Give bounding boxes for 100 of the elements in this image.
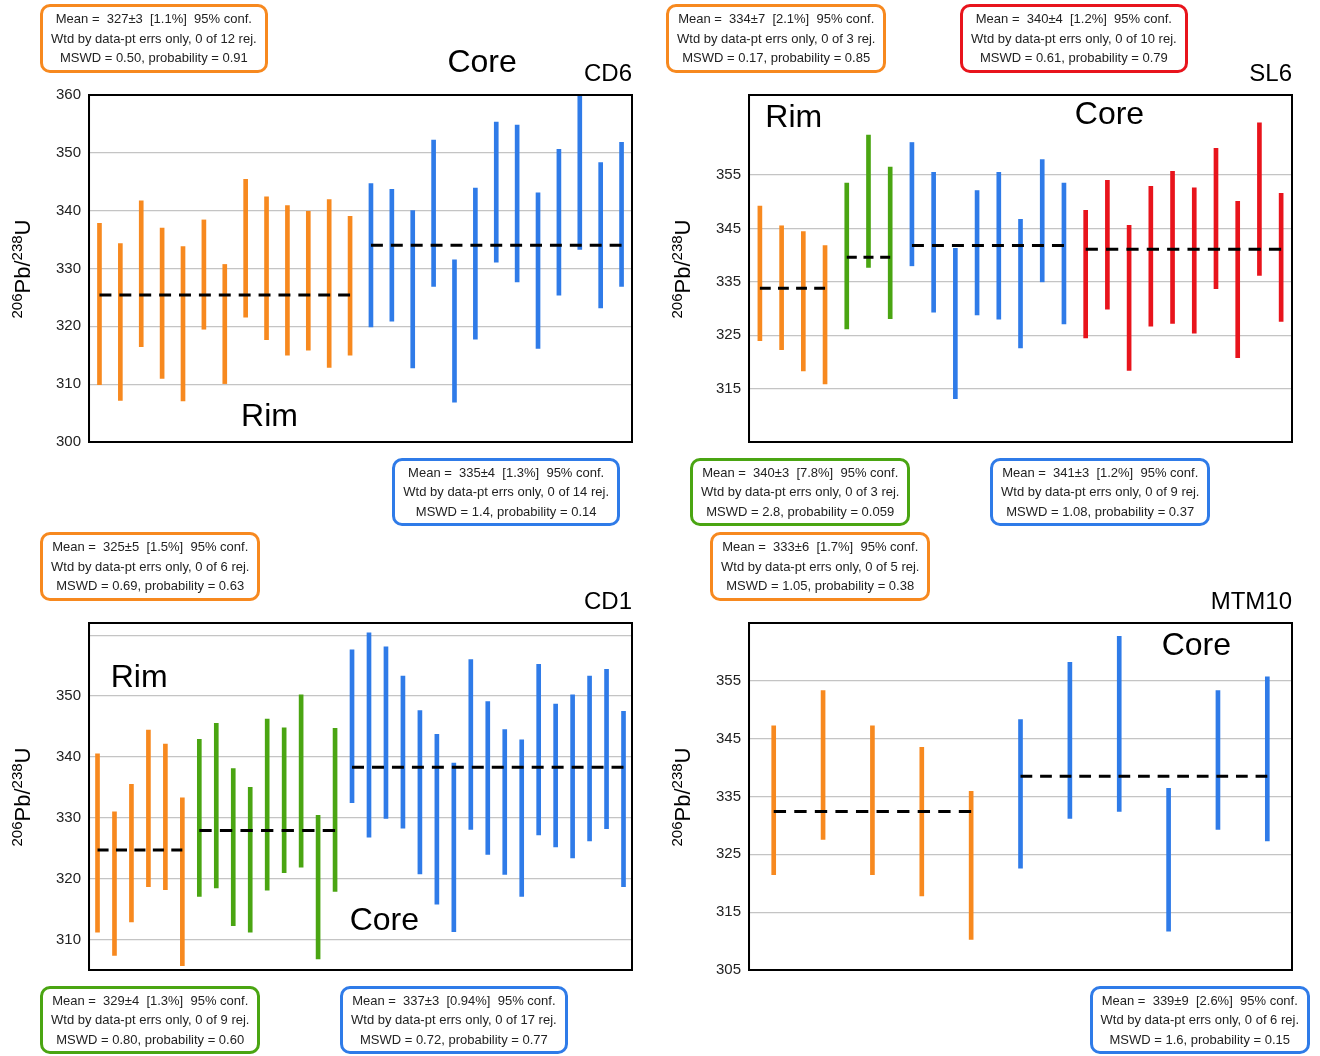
bar [1257, 122, 1262, 276]
bar [771, 725, 777, 875]
y-tick-label: 310 [56, 929, 82, 947]
bar [536, 664, 542, 836]
bar [138, 200, 144, 347]
bar [222, 264, 228, 384]
text: Mean = 334±7 [2.1%] 95% conf. Wtd by data-pt errs only, 0 of 3 rej. MSWD = 0.17, probability = 0.85 [666, 4, 887, 73]
bar [1116, 635, 1122, 812]
annotation: Rim [110, 657, 168, 695]
bar [1105, 180, 1110, 310]
y-tick-label: 320 [56, 316, 82, 334]
bar [621, 710, 626, 887]
text: Mean = 333±6 [1.7%] 95% conf. Wtd by data-pt errs only, 0 of 5 rej. MSWD = 1.05, probability = 0.38 [710, 532, 931, 601]
bar [118, 243, 123, 401]
y-tick-label: 340 [56, 747, 82, 765]
bar [213, 723, 219, 889]
text: Mean = 337±3 [0.94%] 95% conf. Wtd by data-pt errs only, 0 of 17 rej. MSWD = 0.72, probability = 0.77 [340, 985, 568, 1054]
y-tick-label: 355 [716, 165, 742, 183]
bar [866, 134, 871, 268]
annotation: Rim [765, 98, 823, 136]
bar [243, 179, 248, 318]
bar [410, 210, 416, 369]
text: Mean = 329±4 [1.3%] 95% conf. Wtd by data-pt errs only, 0 of 9 rej. MSWD = 0.80, probability = 0.60 [40, 985, 261, 1054]
y-tick-label: 330 [56, 258, 82, 276]
y-tick-label: 350 [56, 142, 82, 160]
bar [163, 743, 168, 890]
y-tick-label: 345 [716, 218, 742, 236]
y-tick-label: 360 [56, 85, 82, 103]
bar [1148, 185, 1154, 327]
bar [1166, 788, 1171, 932]
bar [305, 210, 311, 351]
bar [1264, 676, 1270, 842]
y-tick-label: 305 [716, 960, 742, 978]
bar [519, 739, 525, 897]
bar [1083, 209, 1088, 339]
y-tick-label: 300 [56, 432, 82, 450]
annotation: Core [1161, 626, 1232, 664]
bar [1039, 159, 1045, 283]
bar [800, 231, 806, 372]
bar [931, 172, 936, 313]
bar [1191, 187, 1197, 334]
y-tick-label: 315 [716, 902, 742, 920]
text: Mean = 340±4 [1.2%] 95% conf. Wtd by data-pt errs only, 0 of 10 rej. MSWD = 0.61, probability = 0.79 [960, 4, 1188, 73]
y-tick-label: 350 [56, 686, 82, 704]
bar [587, 675, 592, 842]
y-tick-label: 325 [716, 844, 742, 862]
bar [468, 659, 474, 830]
bar [285, 205, 290, 356]
chart-title: CD1 [583, 587, 632, 615]
bar [619, 142, 624, 287]
text: Mean = 335±4 [1.3%] 95% conf. Wtd by data-pt errs only, 0 of 14 rej. MSWD = 1.4, probability = 0.14 [392, 457, 620, 526]
y-tick-label: 310 [56, 374, 82, 392]
bar [844, 182, 850, 330]
bar [779, 225, 784, 350]
bar [570, 694, 575, 859]
bar [146, 729, 151, 887]
bar [112, 811, 117, 956]
y-tick-label: 355 [716, 670, 742, 688]
bar [1018, 719, 1023, 869]
text: Mean = 327±3 [1.1%] 95% conf. Wtd by data-pt errs only, 0 of 12 rej. MSWD = 0.50, probability = 0.91 [40, 4, 268, 73]
bar [1018, 219, 1023, 349]
chart-title: SL6 [1249, 59, 1292, 87]
bar [887, 166, 893, 320]
bar [870, 725, 875, 875]
bar [180, 797, 185, 967]
bar [129, 784, 134, 923]
text: Mean = 341±3 [1.2%] 95% conf. Wtd by data-pt errs only, 0 of 9 rej. MSWD = 1.08, probability = 0.37 [990, 457, 1211, 526]
text: Mean = 340±3 [7.8%] 95% conf. Wtd by data-pt errs only, 0 of 3 rej. MSWD = 2.8, probability = 0.059 [690, 457, 911, 526]
annotation: Core [349, 900, 419, 938]
y-tick-label: 330 [56, 807, 82, 825]
chart-title: CD6 [583, 59, 632, 87]
annotation: Rim [241, 396, 298, 434]
bar [196, 738, 202, 897]
bar [1170, 171, 1175, 324]
text: Mean = 339±9 [2.6%] 95% conf. Wtd by data-pt errs only, 0 of 6 rej. MSWD = 1.6, probability = 0.15 [1089, 985, 1310, 1054]
text: Core [447, 42, 517, 80]
bar [996, 172, 1002, 320]
y-tick-label: 335 [716, 271, 742, 289]
y-tick-label: 340 [56, 200, 82, 218]
bar [431, 139, 436, 287]
y-tick-label: 320 [56, 868, 82, 886]
bar [553, 703, 558, 848]
bar [1235, 200, 1241, 358]
bar [264, 718, 270, 891]
bar [598, 162, 604, 309]
annotation: Core [1074, 95, 1145, 132]
bar [452, 259, 457, 403]
bar [577, 95, 583, 250]
bar [95, 753, 100, 933]
y-tick-label: 325 [716, 325, 742, 343]
bar [493, 121, 499, 263]
y-tick-label: 345 [716, 728, 742, 746]
bar [97, 223, 102, 386]
bar [485, 701, 491, 855]
bar [473, 187, 478, 340]
bar [264, 196, 269, 340]
bar [230, 768, 236, 926]
bar [502, 729, 508, 875]
chart-title: MTM10 [1210, 587, 1292, 615]
bar [604, 668, 609, 830]
